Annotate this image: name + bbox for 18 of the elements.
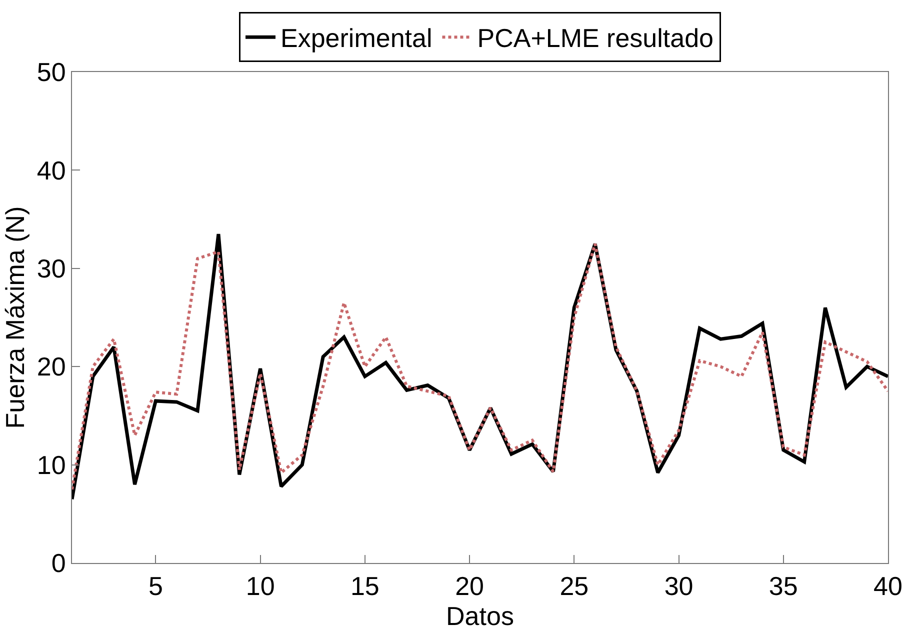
y-axis-title: Fuerza Máxima (N) [0,206,30,429]
y-tick-label: 0 [51,548,66,578]
x-tick-label: 5 [148,571,163,602]
y-tick-label: 10 [36,450,66,480]
x-tick-label: 40 [874,571,902,602]
y-tick-label: 40 [36,155,66,186]
legend-label: Experimental [280,23,432,54]
legend-label: PCA+LME resultado [477,23,714,54]
y-tick-label: 50 [36,57,66,88]
x-tick-label: 35 [768,571,798,602]
x-tick-label: 15 [350,571,380,602]
x-tick-label: 30 [664,571,694,602]
x-tick-label: 20 [455,571,484,602]
x-axis-title: Datos [446,601,514,632]
y-tick-label: 30 [36,254,66,284]
y-tick-label: 20 [36,352,66,382]
x-tick-label: 10 [246,571,275,602]
x-tick-label: 25 [560,571,589,602]
